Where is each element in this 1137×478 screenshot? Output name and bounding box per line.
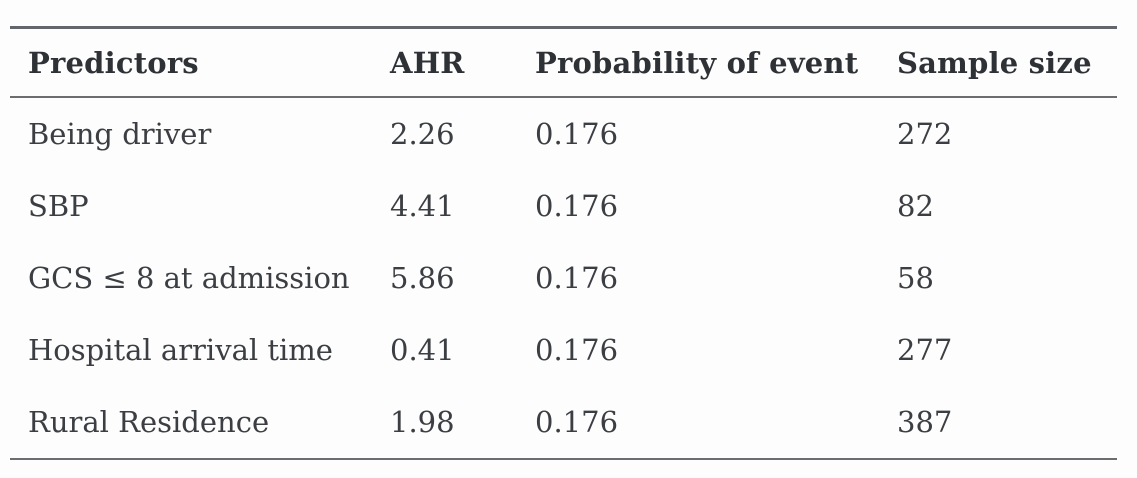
cell-ahr: 5.86	[390, 261, 455, 295]
table-row: SBP 4.41 0.176 82	[10, 170, 1117, 242]
cell-probability: 0.176	[535, 189, 619, 223]
cell-probability: 0.176	[535, 405, 619, 439]
cell-sample-size: 387	[897, 405, 953, 439]
column-header-sample-size: Sample size	[897, 27, 1117, 98]
cell-sample-size: 272	[897, 117, 953, 151]
cell-ahr: 4.41	[390, 189, 455, 223]
cell-probability: 0.176	[535, 333, 619, 367]
cell-predictor: Rural Residence	[28, 405, 270, 439]
column-header-predictors: Predictors	[10, 27, 390, 98]
predictors-table: Predictors AHR Probability of event Samp…	[10, 26, 1117, 460]
cell-probability: 0.176	[535, 261, 619, 295]
cell-ahr: 0.41	[390, 333, 455, 367]
column-header-ahr: AHR	[390, 27, 535, 98]
cell-ahr: 1.98	[390, 405, 455, 439]
cell-sample-size: 58	[897, 261, 934, 295]
cell-predictor: GCS ≤ 8 at admission	[28, 261, 350, 295]
cell-predictor: SBP	[28, 189, 89, 223]
cell-predictor: Being driver	[28, 117, 212, 151]
cell-sample-size: 82	[897, 189, 934, 223]
table-row: Being driver 2.26 0.176 272	[10, 97, 1117, 170]
cell-ahr: 2.26	[390, 117, 455, 151]
table-row: GCS ≤ 8 at admission 5.86 0.176 58	[10, 242, 1117, 314]
table-row: Rural Residence 1.98 0.176 387	[10, 386, 1117, 459]
cell-probability: 0.176	[535, 117, 619, 151]
table-header-row: Predictors AHR Probability of event Samp…	[10, 27, 1117, 98]
cell-predictor: Hospital arrival time	[28, 333, 333, 367]
column-header-probability: Probability of event	[535, 27, 897, 98]
table-row: Hospital arrival time 0.41 0.176 277	[10, 314, 1117, 386]
cell-sample-size: 277	[897, 333, 953, 367]
